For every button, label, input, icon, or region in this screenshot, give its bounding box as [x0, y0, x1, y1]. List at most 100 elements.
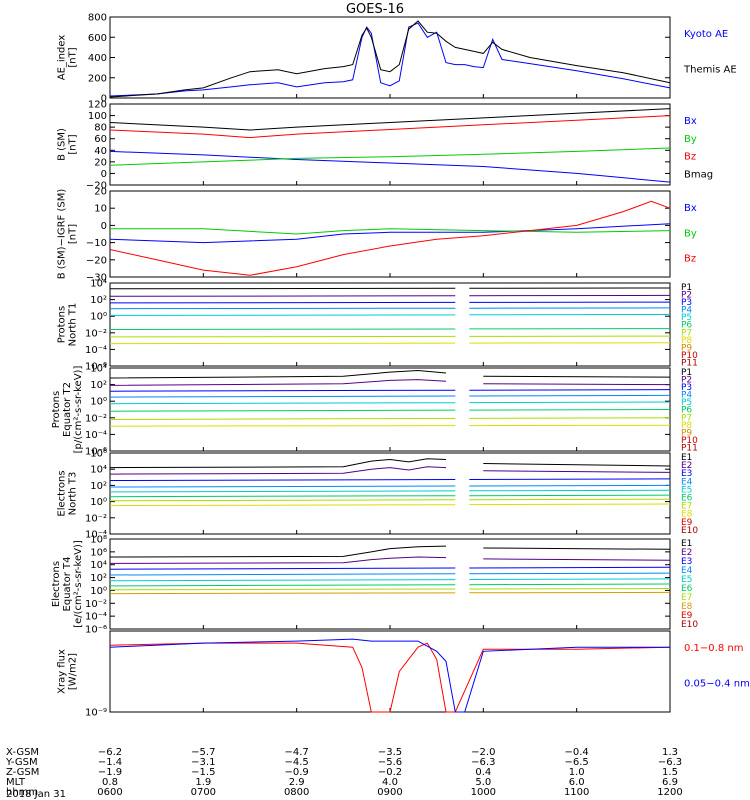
series-line-by [109, 147, 671, 166]
x-row-label: Z-GSM [6, 767, 39, 778]
y-tick-label: 10⁻² [85, 413, 107, 424]
legend-entry: Bmag [684, 169, 713, 180]
x-tick-label: 1100 [564, 787, 589, 798]
x-tick-label: −0.2 [378, 767, 402, 778]
x-tick-label: −1.9 [98, 767, 122, 778]
panel-frame [109, 190, 671, 278]
y-axis-label: [nT] [68, 47, 79, 67]
legend-entry: P1 [681, 368, 692, 378]
y-tick-label: 10⁸ [90, 535, 107, 546]
series-line-p5 [469, 401, 671, 404]
legend-entry: P2 [681, 376, 692, 386]
panel-5: 10⁻⁶ 10⁻⁴ 10⁻² 10⁰ 10² 10⁴ Protons Equator T2 [p… [51, 364, 698, 458]
panel-1: 0 200 400 600 800 AE_index [nT] Kyoto AE Themis … [57, 13, 737, 105]
legend-entry: P3 [681, 383, 692, 393]
legend-entry: E10 [681, 526, 698, 536]
y-tick-label: −20 [86, 255, 107, 266]
series-line-e6 [469, 494, 671, 497]
legend-entry: Bz [684, 152, 696, 163]
series-line-e8 [109, 504, 456, 507]
x-tick-label: 1.9 [195, 777, 211, 788]
x-row-label: X-GSM [6, 747, 39, 758]
series-line-e5 [469, 489, 671, 492]
y-tick-label: 10⁰ [90, 586, 107, 597]
series-line-bz [109, 115, 671, 139]
y-tick-label: 10² [90, 295, 107, 306]
legend-entry: E1 [681, 453, 692, 463]
series-line-e1 [483, 463, 671, 467]
legend-entry: 0.1−0.8 nm [684, 643, 743, 654]
series-line-p3 [109, 389, 456, 392]
series-line-p1 [109, 287, 456, 290]
series-line-p4 [109, 395, 456, 398]
series-line-p5 [109, 314, 456, 316]
series-line-p2 [109, 295, 456, 297]
panel-frame [109, 103, 671, 186]
x-tick-label: −1.4 [98, 757, 122, 768]
series-line-e6 [109, 495, 456, 498]
series-line-e6 [469, 583, 671, 586]
legend-entry: E9 [681, 611, 693, 621]
series-line-p7 [109, 335, 456, 338]
y-tick-label: 0 [101, 94, 107, 105]
legend-entry: E5 [681, 575, 692, 585]
series-line-bz [109, 200, 671, 276]
y-axis-label: AE_index [57, 35, 68, 81]
y-tick-label: 10⁰ [90, 312, 107, 323]
x-tick-label: −6.2 [98, 747, 122, 758]
y-tick-label: 60 [94, 134, 107, 145]
legend-entry: P2 [681, 291, 692, 301]
series-line-e1 [483, 547, 671, 550]
legend-entry: P6 [681, 406, 692, 416]
series-line-p3 [109, 301, 456, 304]
y-tick-label: 100 [88, 111, 107, 122]
y-tick-label: 10⁶ [90, 547, 107, 558]
y-axis-label: Electrons [51, 561, 62, 607]
y-axis-label: B (SM)−IGRF (SM) [57, 189, 68, 280]
legend-entry: Kyoto AE [684, 29, 728, 40]
x-tick-label: −5.6 [378, 757, 402, 768]
y-axis-label: Protons [57, 306, 68, 343]
series-line-by [110, 228, 671, 235]
y-tick-label: 10⁰ [90, 497, 107, 508]
legend-entry: E8 [681, 510, 693, 520]
y-tick-label: 120 [88, 100, 107, 111]
legend-entry: P5 [681, 398, 692, 408]
y-tick-label: −30 [86, 273, 107, 284]
legend-entry: E2 [681, 461, 692, 471]
legend-entry: E1 [681, 539, 692, 549]
series-line-e2 [109, 556, 447, 564]
legend-entry: Bx [684, 116, 697, 127]
x-tick-label: −3.1 [191, 757, 215, 768]
y-tick-label: 10⁴ [90, 465, 107, 476]
x-row-label: hhmm [6, 787, 38, 798]
legend-entry: E5 [681, 485, 692, 495]
y-tick-label: 10⁰ [90, 397, 107, 408]
x-tick-label: 0900 [377, 787, 402, 798]
series-line-0108nm [109, 642, 671, 713]
series-line-e2 [109, 466, 447, 475]
y-tick-label: 0 [101, 169, 107, 180]
series-line-e7 [109, 588, 456, 591]
x-tick-label: 0.4 [475, 767, 491, 778]
series-line-e7 [469, 588, 671, 590]
y-tick-label: 10⁻⁴ [85, 345, 107, 356]
series-line-p4 [109, 307, 456, 310]
y-axis-label: [nT] [68, 224, 79, 244]
series-line-e3 [109, 479, 456, 481]
series-line-e8 [109, 592, 456, 595]
x-tick-label: −6.5 [565, 757, 589, 768]
legend-entry: E10 [681, 620, 698, 630]
series-line-p3 [469, 389, 671, 391]
x-tick-label: 5.0 [475, 777, 491, 788]
y-axis-label: B (SM) [57, 128, 68, 161]
series-line-e4 [469, 484, 671, 487]
y-tick-label: 10⁻⁶ [85, 625, 107, 636]
legend-entry: By [684, 134, 697, 145]
y-axis-label: [nT] [68, 134, 79, 154]
series-line-e3 [469, 478, 671, 480]
legend-entry: P9 [681, 343, 692, 353]
legend-entry: P8 [681, 421, 692, 431]
series-line-p1 [109, 369, 447, 379]
